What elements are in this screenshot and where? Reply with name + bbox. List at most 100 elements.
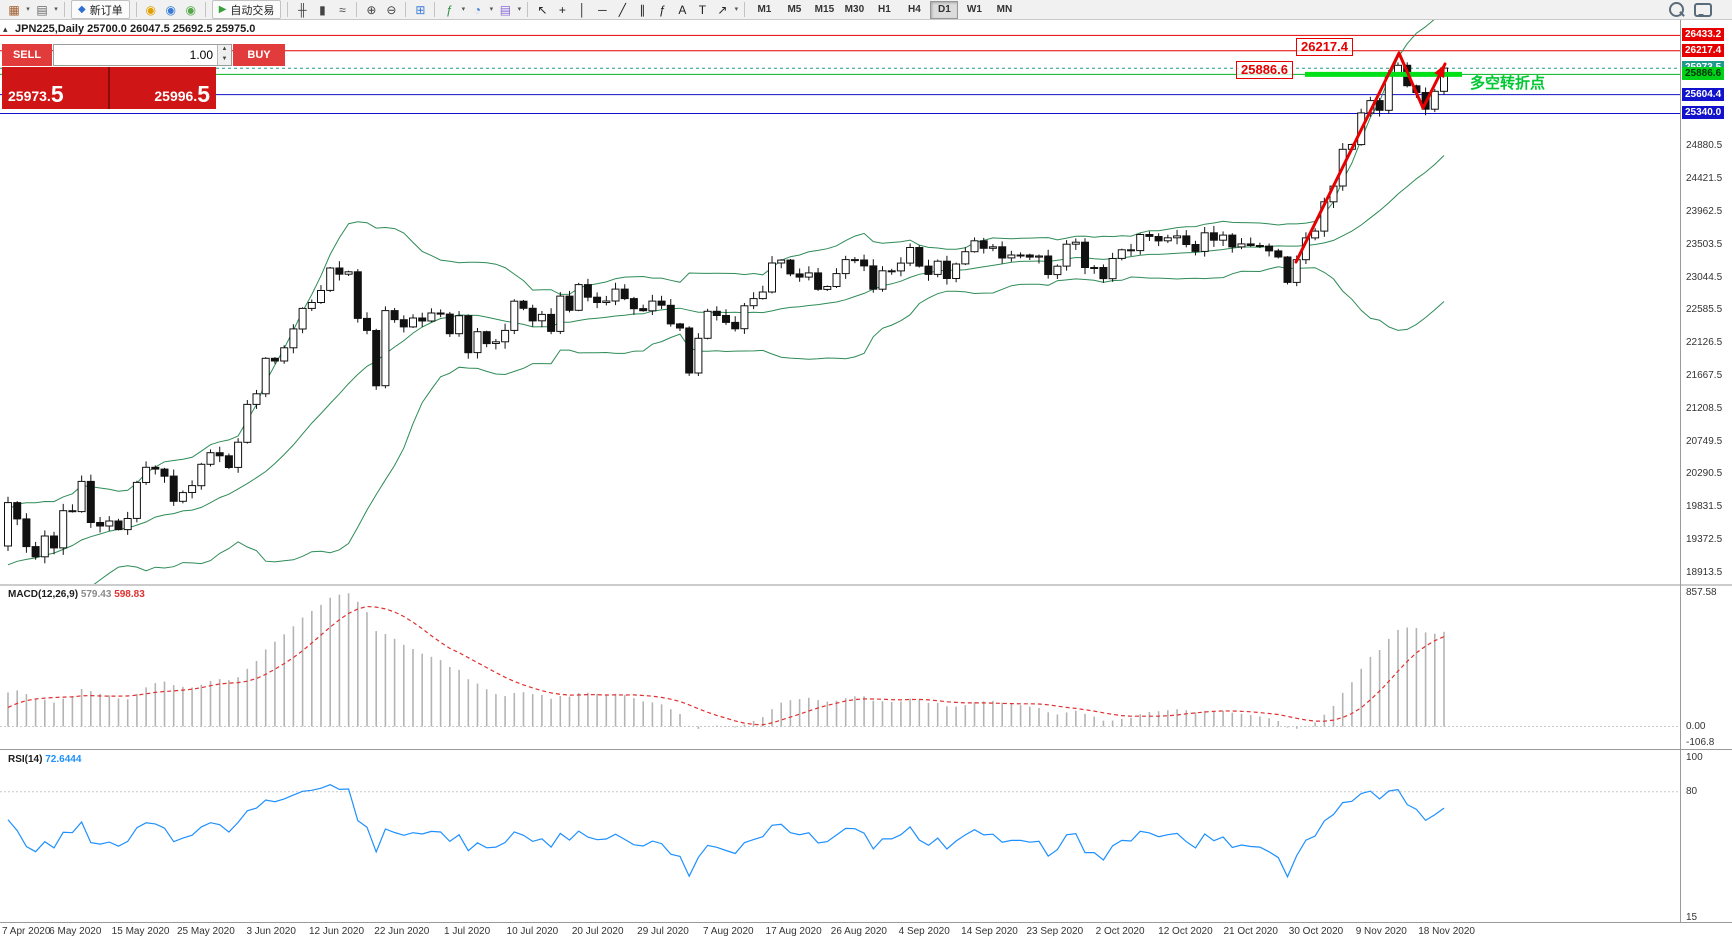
toolbar-separator	[744, 2, 746, 17]
price-scale-label: 22126.5	[1686, 337, 1723, 349]
sell-button[interactable]: SELL	[2, 44, 52, 66]
price-scale-label: 23962.5	[1686, 205, 1723, 217]
rsi-scale-label: 100	[1686, 752, 1703, 763]
sell-price-main: 25973.	[8, 88, 51, 104]
date-axis-label: 7 Aug 2020	[702, 926, 754, 937]
annotation-price-box[interactable]: 25886.6	[1236, 61, 1293, 79]
indicators-icon[interactable]: ƒ	[446, 2, 453, 17]
date-axis-label: 6 May 2020	[49, 926, 102, 937]
arrows-icon-dropdown[interactable]: ▾	[734, 5, 739, 13]
price-scale-label: 24880.5	[1686, 140, 1723, 152]
time-axis[interactable]: 7 Apr 2020 6 May 2020 15 May 2020 25 May 20…	[0, 923, 1732, 943]
oneclick-collapse-icon[interactable]: ▴	[3, 24, 8, 34]
price-scale-label: 20749.5	[1686, 435, 1723, 447]
search-icon[interactable]	[1669, 2, 1684, 17]
templates-icon-dropdown[interactable]: ▾	[517, 5, 522, 13]
timeframe-h1-button[interactable]: H1	[878, 3, 891, 15]
cursor-icon[interactable]: ↖	[537, 2, 548, 17]
price-scale-label: 23503.5	[1686, 238, 1723, 250]
market-watch-icon[interactable]: ◉	[165, 2, 176, 17]
date-axis-label: 9 Nov 2020	[1355, 926, 1407, 937]
buy-price-main: 25996.	[154, 88, 198, 104]
toolbar-separator	[527, 2, 529, 17]
timeframe-m1-button[interactable]: M1	[757, 3, 772, 15]
date-axis-label: 14 Sep 2020	[961, 926, 1018, 937]
buy-button[interactable]: BUY	[233, 44, 285, 66]
macd-indicator-label: MACD(12,26,9) 579.43 598.83	[8, 589, 145, 600]
profiles-icon[interactable]: ▤	[36, 2, 48, 17]
timeframe-d1-button[interactable]: D1	[930, 0, 959, 19]
new-chart-icon-dropdown[interactable]: ▾	[26, 5, 30, 13]
channel-icon[interactable]: ∥	[639, 2, 646, 17]
macd-panel[interactable]	[0, 593, 1680, 729]
main-toolbar: ▦ ▾ ▤ ▾ ◆ 新订单 ◉ ◉ ◉ ▶ 自动交易 ╫ ▮ ≈ ⊕ ⊖ ⊞ ƒ ▾ ◔ ▾ ▤ ▾ ↖ + │ ─ ╱ ∥ ƒ A T ↗ ▾ M…	[0, 0, 1732, 20]
line-chart-icon[interactable]: ≈	[339, 2, 346, 17]
zigzag-arrowhead	[1434, 64, 1445, 79]
timeframe-mn-button[interactable]: MN	[996, 3, 1013, 15]
profiles-icon-dropdown[interactable]: ▾	[54, 5, 58, 13]
timeframe-w1-button[interactable]: W1	[966, 3, 982, 15]
new-order-button[interactable]: ◆ 新订单	[71, 0, 130, 19]
tile-windows-icon[interactable]: ⊞	[415, 2, 426, 17]
date-axis-label: 23 Sep 2020	[1026, 926, 1084, 937]
rsi-panel[interactable]	[0, 784, 1680, 879]
bar-chart-icon[interactable]: ╫	[298, 2, 307, 17]
autotrading-button[interactable]: ▶ 自动交易	[211, 0, 282, 19]
objects-list-icon-dropdown[interactable]: ▾	[489, 5, 494, 13]
lot-increase-button[interactable]: ▲	[218, 45, 231, 55]
price-scale-label: 20290.5	[1686, 468, 1723, 480]
macd-signal-line	[7, 605, 1445, 726]
date-axis-label: 20 Jul 2020	[571, 926, 624, 937]
zoom-out-icon[interactable]: ⊖	[386, 2, 397, 17]
crosshair-icon[interactable]: +	[558, 2, 566, 17]
toolbar-separator	[64, 2, 65, 17]
objects-list-icon[interactable]: ◔	[473, 2, 482, 17]
zoom-in-icon[interactable]: ⊕	[366, 2, 377, 17]
macd-scale-label: 857.58	[1686, 587, 1717, 598]
main-price-panel[interactable]	[0, 9, 1680, 619]
date-axis-label: 26 Aug 2020	[830, 926, 887, 937]
timeframe-m30-button[interactable]: M30	[844, 3, 865, 15]
horizontal-line-icon[interactable]: ─	[598, 2, 607, 17]
price-marker-label: 25340.0	[1682, 106, 1725, 120]
arrows-icon[interactable]: ↗	[717, 2, 728, 17]
buy-price[interactable]: 25996. 5	[110, 67, 216, 109]
toolbar-separator	[135, 2, 137, 17]
macd-scale-label: 0.00	[1686, 720, 1706, 732]
community-chat-icon[interactable]	[1694, 2, 1712, 17]
text-icon[interactable]: A	[678, 2, 687, 17]
sell-price[interactable]: 25973. 5	[2, 67, 108, 109]
vertical-line-icon[interactable]: │	[578, 2, 587, 17]
lot-size-input[interactable]	[54, 45, 217, 65]
templates-icon[interactable]: ▤	[499, 2, 512, 17]
date-axis-label: 22 Jun 2020	[374, 926, 430, 937]
red-zigzag-arrow[interactable]	[1294, 51, 1447, 264]
date-axis-label: 25 May 2020	[176, 926, 235, 937]
new-chart-icon[interactable]: ▦	[8, 2, 20, 17]
annotation-price-box[interactable]: 26217.4	[1296, 38, 1353, 56]
bollinger-upper-band	[7, 20, 1435, 511]
timeframe-m15-button[interactable]: M15	[814, 3, 835, 15]
timeframe-h4-button[interactable]: H4	[908, 3, 921, 15]
indicators-icon-dropdown[interactable]: ▾	[461, 5, 466, 13]
timeframe-m5-button[interactable]: M5	[787, 3, 802, 15]
candlestick-chart-icon[interactable]: ▮	[319, 2, 326, 17]
scripts-icon[interactable]: ◉	[185, 2, 196, 17]
annotation-text[interactable]: 多空转折点	[1470, 75, 1546, 92]
price-marker-label: 26433.2	[1682, 28, 1725, 42]
fibonacci-icon[interactable]: ƒ	[659, 2, 666, 17]
lot-decrease-button[interactable]: ▼	[218, 55, 231, 65]
alerts-icon[interactable]: ◉	[145, 2, 156, 17]
lot-size-field: ▲ ▼	[53, 44, 232, 66]
new-order-icon: ◆	[78, 4, 86, 15]
price-scale-label: 23044.5	[1686, 271, 1723, 283]
date-axis-label: 10 Jul 2020	[506, 926, 559, 937]
autotrading-button-label: 自动交易	[230, 4, 275, 17]
date-axis-label: 21 Oct 2020	[1223, 926, 1278, 937]
sell-price-pip: 5	[50, 81, 64, 107]
price-scale-label: 24421.5	[1686, 173, 1723, 185]
label-icon[interactable]: T	[698, 2, 707, 17]
trendline-icon[interactable]: ╱	[618, 2, 627, 17]
